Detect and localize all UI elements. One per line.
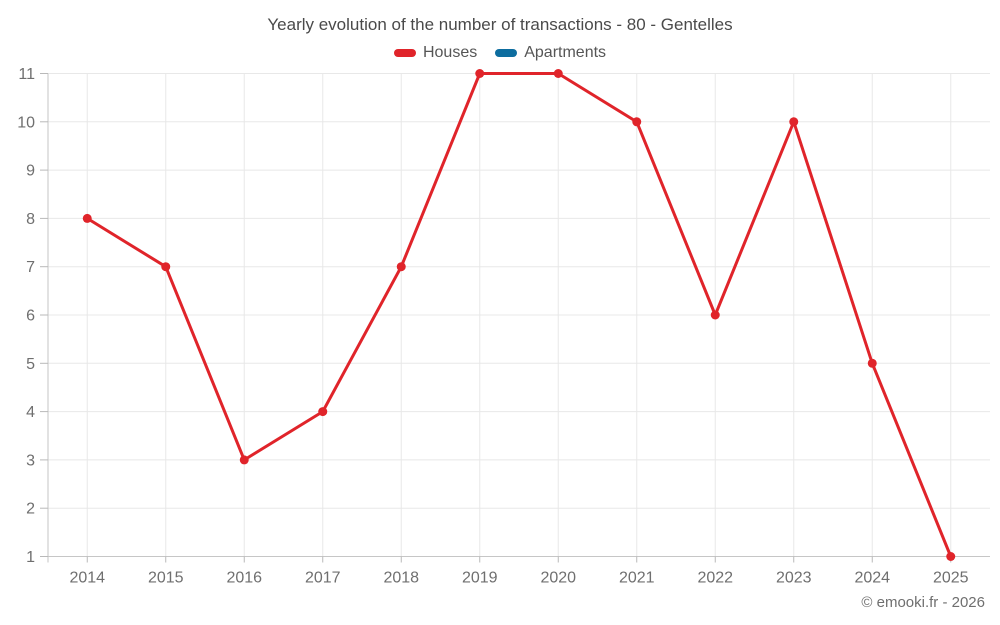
svg-text:2025: 2025 xyxy=(933,570,969,587)
svg-text:2017: 2017 xyxy=(305,570,341,587)
svg-text:2020: 2020 xyxy=(540,570,576,587)
svg-text:2019: 2019 xyxy=(462,570,498,587)
copyright-footer: © emooki.fr - 2026 xyxy=(861,594,985,611)
svg-text:2018: 2018 xyxy=(383,570,419,587)
svg-text:2: 2 xyxy=(26,501,35,518)
svg-text:3: 3 xyxy=(26,452,35,469)
svg-text:2023: 2023 xyxy=(776,570,812,587)
houses-series-swatch xyxy=(393,49,416,57)
chart-title: Yearly evolution of the number of transa… xyxy=(267,15,733,34)
legend-item-apartments[interactable]: Apartments xyxy=(495,44,606,62)
svg-text:2021: 2021 xyxy=(619,570,655,587)
svg-text:2015: 2015 xyxy=(148,570,184,587)
legend-item-houses[interactable]: Houses xyxy=(393,44,478,62)
apartments-series-swatch xyxy=(495,49,518,57)
chart-legend: Houses Apartments xyxy=(0,44,1000,62)
svg-text:11: 11 xyxy=(18,66,35,83)
svg-text:1: 1 xyxy=(26,549,35,566)
svg-text:2024: 2024 xyxy=(854,570,890,587)
svg-text:8: 8 xyxy=(26,211,35,228)
svg-text:7: 7 xyxy=(26,259,35,276)
svg-text:6: 6 xyxy=(26,308,35,325)
svg-text:9: 9 xyxy=(26,163,35,180)
svg-text:2014: 2014 xyxy=(69,570,105,587)
houses-legend-label: Houses xyxy=(422,44,478,61)
svg-text:2016: 2016 xyxy=(226,570,262,587)
apartments-legend-label: Apartments xyxy=(524,44,607,61)
svg-text:4: 4 xyxy=(26,404,35,421)
svg-text:10: 10 xyxy=(17,114,35,131)
svg-text:5: 5 xyxy=(26,356,35,373)
svg-text:2022: 2022 xyxy=(697,570,733,587)
